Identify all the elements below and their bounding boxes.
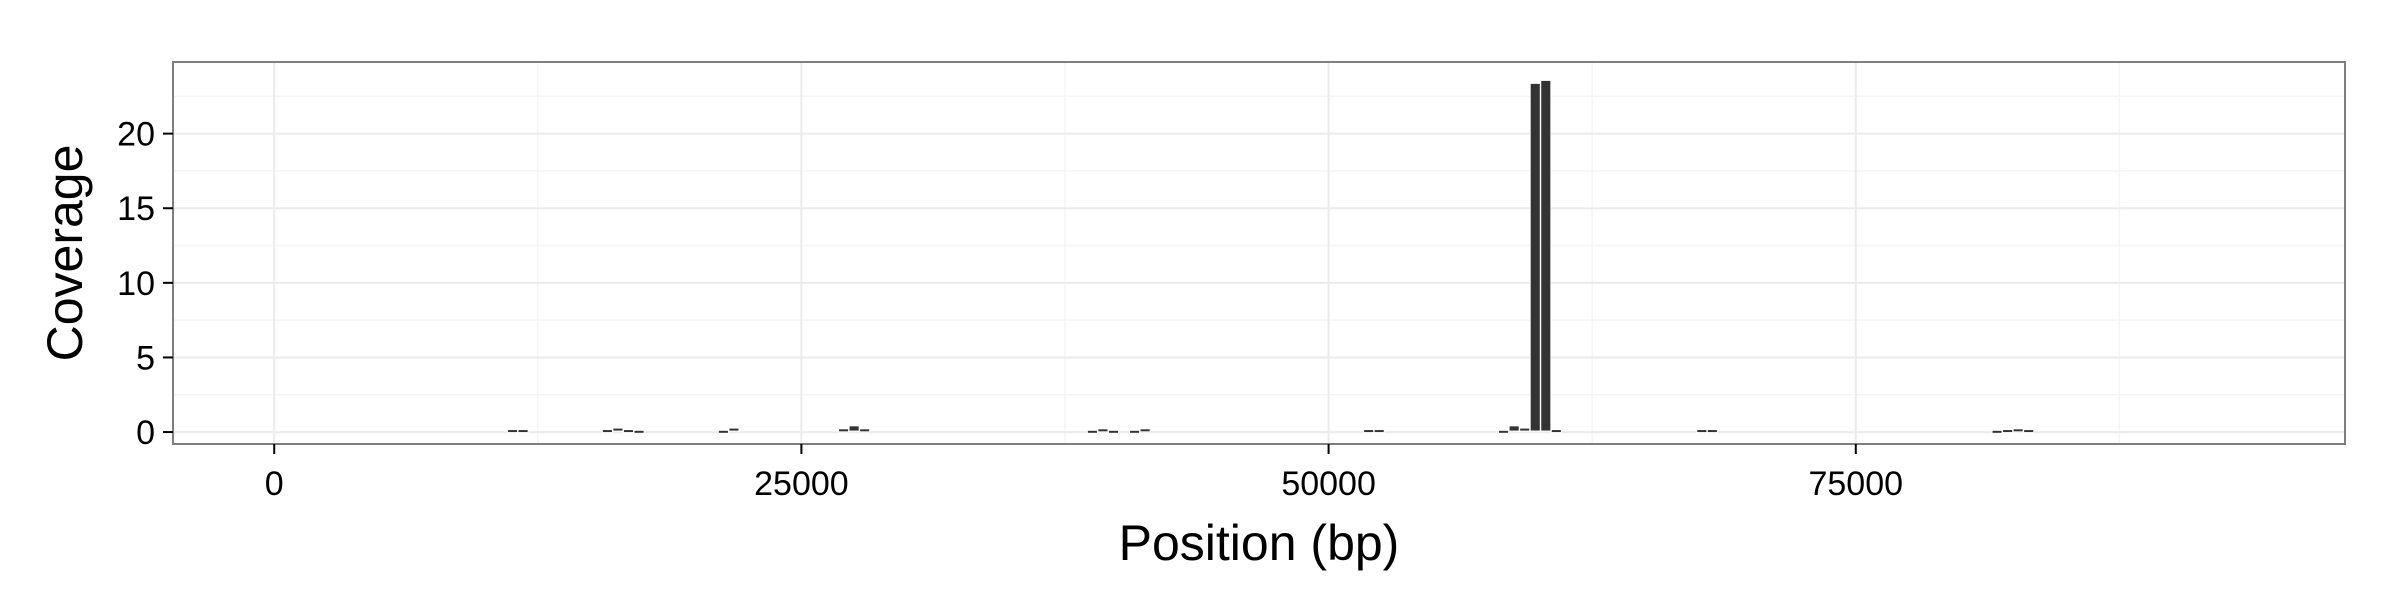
- coverage-bar: [848, 425, 860, 432]
- coverage-bar: [601, 429, 613, 434]
- y-axis-title: Coverage: [37, 145, 93, 362]
- coverage-bar: [1550, 429, 1562, 434]
- coverage-bar: [1696, 429, 1708, 434]
- y-tick-label: 10: [117, 265, 155, 303]
- coverage-bar: [633, 429, 645, 434]
- coverage-bar: [717, 429, 729, 434]
- x-tick-label: 25000: [754, 465, 849, 503]
- x-axis-ticks: 0 25000 50000 75000: [265, 444, 1903, 503]
- coverage-bar: [1540, 79, 1552, 432]
- coverage-bar: [1373, 429, 1385, 434]
- coverage-bar: [506, 429, 519, 434]
- coverage-bar: [728, 427, 740, 432]
- coverage-bar: [612, 427, 624, 432]
- coverage-bar: [2023, 429, 2035, 434]
- coverage-bar: [1519, 427, 1531, 432]
- coverage-bar: [2012, 428, 2024, 433]
- coverage-bar: [1139, 428, 1151, 433]
- coverage-bar: [1107, 429, 1120, 434]
- y-tick-label: 15: [117, 190, 155, 228]
- coverage-bar: [1529, 82, 1541, 432]
- plot-panel-border: [172, 61, 2346, 445]
- coverage-bar: [1086, 429, 1098, 434]
- coverage-bars: [506, 79, 2035, 434]
- x-tick-label: 75000: [1808, 465, 1903, 503]
- coverage-bar: [1498, 429, 1510, 434]
- y-tick-label: 0: [136, 414, 155, 452]
- coverage-bar: [1991, 429, 2003, 434]
- coverage-bar: [622, 429, 635, 434]
- coverage-bar: [1097, 428, 1109, 433]
- coverage-bar: [859, 428, 871, 433]
- coverage-bar: [1363, 429, 1375, 434]
- coverage-bar: [2002, 429, 2014, 434]
- coverage-bar: [1129, 429, 1141, 434]
- y-axis-ticks: 0 5 10 15 20: [117, 116, 173, 452]
- grid-lines: [173, 62, 2345, 444]
- coverage-bar: [1706, 429, 1718, 434]
- coverage-bar: [838, 428, 850, 433]
- coverage-bar: [517, 429, 529, 434]
- coverage-bar: [1508, 425, 1520, 432]
- x-tick-label: 50000: [1281, 465, 1376, 503]
- x-tick-label: 0: [265, 465, 284, 503]
- x-axis-title: Position (bp): [1119, 515, 1400, 571]
- y-tick-label: 5: [136, 339, 155, 377]
- y-tick-label: 20: [117, 116, 155, 154]
